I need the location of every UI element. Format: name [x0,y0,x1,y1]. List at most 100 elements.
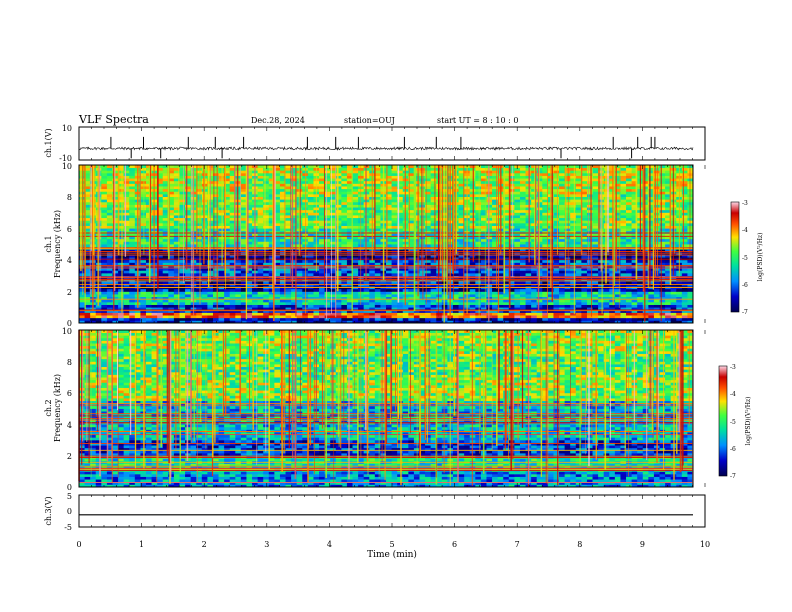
spectrogram-cell [620,312,626,315]
spectrogram-cell [140,270,146,273]
spectrogram-cell [486,241,492,244]
spectrogram-cell [101,270,107,273]
spectrogram-cell [375,302,381,305]
spectrogram-cell [146,294,152,297]
spectrogram-cell [570,257,576,260]
spectrogram-cell [632,299,638,302]
spectrogram-cell [364,270,370,273]
spectrogram-cell [140,239,146,242]
spectrogram-cell [79,294,85,297]
spectrogram-cell [179,273,185,276]
spectrogram-cell [196,260,202,263]
spectrogram-cell [392,228,398,231]
spectrogram-cell [196,302,202,305]
spectrogram-cell [325,226,331,229]
spectrogram-cell [676,291,682,294]
spectrogram-cell [386,273,392,276]
spectrogram-cell [408,299,414,302]
spectrogram-cell [587,315,593,318]
spectrogram-cell [185,315,191,318]
spectrogram-cell [286,305,292,308]
spectrogram-cell [336,218,342,221]
spectrogram-cell [235,260,241,263]
spectrogram-cell [609,302,615,305]
spectrogram-cell [101,273,107,276]
spectrogram-cell [470,262,476,265]
spectrogram-cell [682,318,688,321]
spectrogram-cell [146,291,152,294]
spectrogram-cell [475,244,481,247]
spectrogram-cell [219,291,225,294]
spectrogram-cell [514,223,520,226]
spectrogram-cell [559,318,565,321]
spectrogram-cell [565,291,571,294]
spectrogram-cell [648,302,654,305]
spectrogram-cell [654,318,660,321]
spectrogram-cell [118,318,124,321]
spectrogram-cell [341,305,347,308]
spectrogram-cell [168,289,174,292]
spectrogram-cell [79,262,85,265]
spectrogram-cell [308,262,314,265]
spectrogram-cell [163,262,169,265]
spectrogram-cell [219,312,225,315]
spectrogram-cell [587,299,593,302]
spectrogram-cell [576,273,582,276]
spectrogram-cell [654,291,660,294]
spectrogram-cell [96,315,102,318]
spectrogram-cell [408,305,414,308]
spectrogram-cell [386,318,392,321]
spectrogram-cell [179,218,185,221]
spectrogram-cell [219,318,225,321]
spectrogram-cell [470,273,476,276]
spectrogram-cell [140,223,146,226]
spectrogram-cell [514,289,520,292]
spectrogram-cell [179,299,185,302]
spectrogram-cell [615,315,621,318]
spectrogram-cell [526,291,532,294]
spectrogram-cell [570,289,576,292]
spectrogram-cell [436,299,442,302]
spectrogram-cell [559,299,565,302]
spectrogram-cell [604,315,610,318]
spectrogram-cell [124,260,130,263]
spectrogram-cell [263,289,269,292]
spectrogram-cell [118,289,124,292]
spectrogram-cell [637,262,643,265]
spectrogram-cell [107,318,113,321]
spectrogram-cell [392,260,398,263]
spectrogram-cell [514,244,520,247]
spectrogram-cell [380,318,386,321]
spectrogram-cell [531,226,537,229]
spectrogram-cell [258,241,264,244]
spectrogram-cell [648,315,654,318]
spectrogram-cell [353,226,359,229]
spectrogram-cell [553,270,559,273]
spectrogram-cell [129,294,135,297]
spectrogram-cell [79,273,85,276]
spectrogram-cell [531,305,537,308]
spectrogram-cell [101,257,107,260]
spectrogram-cell [319,291,325,294]
spectrogram-cell [553,223,559,226]
spectrogram-cell [620,270,626,273]
spectrogram-cell [436,302,442,305]
spectrogram-cell [587,291,593,294]
spectrogram-cell [570,302,576,305]
spectrogram-cell [470,305,476,308]
spectrogram-cell [576,241,582,244]
spectrogram-cell [302,270,308,273]
spectrogram-cell [682,257,688,260]
spectrogram-cell [336,315,342,318]
spectrogram-cell [436,318,442,321]
spectrogram-cell [302,223,308,226]
spectrogram-cell [101,218,107,221]
spectrogram-cell [492,291,498,294]
spectrogram-cell [615,312,621,315]
spectrogram-cell [185,299,191,302]
spectrogram-cell [548,318,554,321]
spectrogram-cell [79,305,85,308]
spectrogram-cell [408,289,414,292]
spectrogram-cell [481,223,487,226]
spectrogram-cell [660,239,666,242]
